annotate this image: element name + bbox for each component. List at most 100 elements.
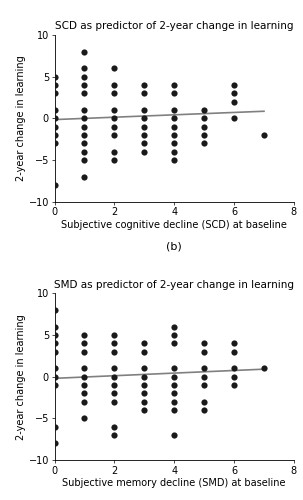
- Point: [82, 156, 87, 164]
- Point: [112, 148, 117, 156]
- Point: [142, 398, 147, 406]
- Point: [142, 131, 147, 139]
- Point: [82, 131, 87, 139]
- Point: [82, 331, 87, 339]
- Point: [142, 148, 147, 156]
- Point: [202, 364, 207, 372]
- Point: [231, 372, 236, 380]
- Point: [52, 440, 57, 448]
- Point: [231, 90, 236, 98]
- Point: [112, 114, 117, 122]
- Point: [52, 140, 57, 147]
- Point: [112, 331, 117, 339]
- Point: [172, 431, 177, 439]
- Point: [112, 131, 117, 139]
- Point: [82, 398, 87, 406]
- Point: [142, 406, 147, 414]
- Point: [172, 90, 177, 98]
- Text: (b): (b): [166, 242, 182, 252]
- Point: [142, 381, 147, 389]
- Y-axis label: 2-year change in learning: 2-year change in learning: [16, 314, 26, 440]
- Point: [52, 181, 57, 189]
- Point: [142, 140, 147, 147]
- Point: [172, 372, 177, 380]
- Point: [52, 114, 57, 122]
- Point: [142, 122, 147, 130]
- Point: [52, 340, 57, 347]
- Point: [202, 122, 207, 130]
- Title: SCD as predictor of 2-year change in learning: SCD as predictor of 2-year change in lea…: [55, 22, 294, 32]
- Point: [231, 81, 236, 89]
- Point: [172, 148, 177, 156]
- Point: [82, 64, 87, 72]
- Point: [52, 372, 57, 380]
- Point: [231, 364, 236, 372]
- Point: [202, 340, 207, 347]
- Point: [172, 106, 177, 114]
- Point: [82, 414, 87, 422]
- Point: [52, 348, 57, 356]
- Point: [172, 331, 177, 339]
- Point: [52, 81, 57, 89]
- Point: [82, 72, 87, 80]
- Title: SMD as predictor of 2-year change in learning: SMD as predictor of 2-year change in lea…: [54, 280, 294, 290]
- Point: [112, 106, 117, 114]
- Point: [172, 364, 177, 372]
- Point: [261, 364, 266, 372]
- Point: [112, 364, 117, 372]
- Point: [82, 172, 87, 180]
- Point: [82, 390, 87, 398]
- Point: [231, 114, 236, 122]
- Point: [231, 348, 236, 356]
- Point: [52, 122, 57, 130]
- Point: [172, 381, 177, 389]
- Point: [202, 398, 207, 406]
- Point: [261, 131, 266, 139]
- Point: [172, 140, 177, 147]
- Point: [52, 131, 57, 139]
- Point: [172, 398, 177, 406]
- Point: [112, 381, 117, 389]
- Point: [142, 340, 147, 347]
- Point: [142, 364, 147, 372]
- Point: [112, 390, 117, 398]
- Point: [52, 364, 57, 372]
- Point: [52, 106, 57, 114]
- Point: [142, 390, 147, 398]
- Point: [52, 72, 57, 80]
- Point: [202, 140, 207, 147]
- Point: [82, 81, 87, 89]
- Point: [82, 140, 87, 147]
- Point: [142, 348, 147, 356]
- Point: [82, 148, 87, 156]
- Point: [112, 90, 117, 98]
- Point: [142, 106, 147, 114]
- Point: [202, 106, 207, 114]
- Point: [52, 90, 57, 98]
- Point: [82, 122, 87, 130]
- Point: [142, 81, 147, 89]
- Point: [142, 372, 147, 380]
- Point: [112, 156, 117, 164]
- Point: [52, 331, 57, 339]
- Point: [82, 340, 87, 347]
- Point: [202, 348, 207, 356]
- Point: [82, 348, 87, 356]
- Point: [82, 364, 87, 372]
- Point: [82, 90, 87, 98]
- Point: [172, 340, 177, 347]
- Point: [82, 48, 87, 56]
- Point: [52, 381, 57, 389]
- Point: [172, 322, 177, 330]
- Point: [202, 131, 207, 139]
- Point: [231, 381, 236, 389]
- Point: [82, 114, 87, 122]
- Point: [172, 406, 177, 414]
- Point: [231, 340, 236, 347]
- Point: [172, 131, 177, 139]
- Point: [112, 398, 117, 406]
- Point: [112, 348, 117, 356]
- Point: [202, 381, 207, 389]
- Point: [112, 64, 117, 72]
- Point: [112, 81, 117, 89]
